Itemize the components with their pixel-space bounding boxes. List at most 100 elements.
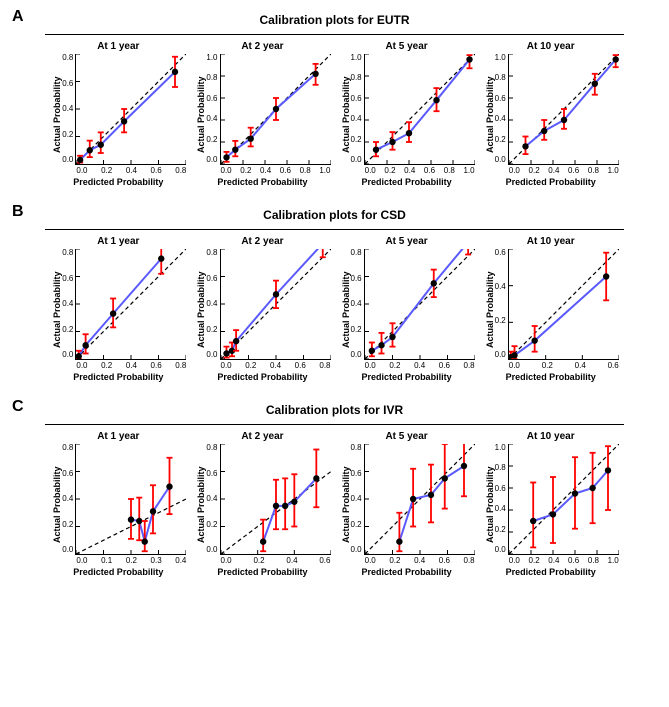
subplot-title: At 2 year: [241, 41, 283, 52]
data-point: [223, 154, 229, 160]
x-ticks: 0.00.20.40.60.8: [76, 360, 186, 370]
calibration-subplot: At 1 yearActual Probability0.80.60.40.20…: [50, 236, 186, 382]
x-axis-label: Predicted Probability: [362, 177, 452, 187]
x-axis-label: Predicted Probability: [362, 372, 452, 382]
data-point: [460, 463, 466, 469]
plot-svg: [364, 54, 475, 165]
panel-A: ACalibration plots for EUTRAt 1 yearActu…: [10, 10, 659, 187]
reference-line: [76, 54, 186, 164]
y-ticks: 1.00.80.60.40.20.0: [351, 54, 364, 164]
panel-C: CCalibration plots for IVRAt 1 yearActua…: [10, 400, 659, 577]
data-point: [522, 143, 528, 149]
data-point: [541, 128, 547, 134]
data-point: [511, 352, 517, 358]
y-axis-label: Actual Probability: [339, 444, 351, 565]
data-point: [572, 490, 578, 496]
subplot-title: At 10 year: [527, 41, 575, 52]
data-point: [603, 273, 609, 279]
data-point: [396, 538, 402, 544]
subplot-title: At 1 year: [97, 236, 139, 247]
calibration-subplot: At 10 yearActual Probability1.00.80.60.4…: [483, 41, 619, 187]
plot-svg: [75, 54, 186, 165]
data-point: [76, 353, 82, 359]
subplot-row: At 1 yearActual Probability0.80.60.40.20…: [10, 236, 659, 382]
plot-svg: [508, 54, 619, 165]
data-point: [530, 518, 536, 524]
y-axis-label: Actual Probability: [483, 54, 495, 175]
y-ticks: 0.80.60.40.20.0: [351, 444, 364, 554]
y-axis-label: Actual Probability: [339, 54, 351, 175]
x-ticks: 0.00.20.40.6: [221, 555, 331, 565]
plot-svg: [508, 444, 619, 555]
calibration-line: [511, 277, 606, 358]
calibration-subplot: At 2 yearActual Probability0.80.60.40.20…: [194, 236, 330, 382]
x-ticks: 0.00.20.40.60.8: [365, 360, 475, 370]
calibration-line: [79, 259, 162, 357]
data-point: [441, 475, 447, 481]
reference-line: [365, 444, 475, 554]
calibration-subplot: At 2 yearActual Probability1.00.80.60.40…: [194, 41, 330, 187]
data-point: [232, 338, 238, 344]
y-ticks: 0.80.60.40.20.0: [351, 249, 364, 359]
plot-svg: [364, 249, 475, 360]
data-point: [223, 350, 229, 356]
data-point: [272, 503, 278, 509]
x-axis-label: Predicted Probability: [506, 567, 596, 577]
calibration-subplot: At 5 yearActual Probability0.80.60.40.20…: [339, 236, 475, 382]
x-axis-label: Predicted Probability: [73, 177, 163, 187]
plot-svg: [75, 444, 186, 555]
y-ticks: 0.60.40.20.0: [495, 249, 508, 359]
calibration-line: [372, 249, 468, 351]
calibration-line: [81, 72, 176, 160]
x-ticks: 0.00.20.40.60.8: [76, 165, 186, 175]
x-axis-label: Predicted Probability: [217, 177, 307, 187]
calibration-line: [226, 74, 315, 158]
y-ticks: 0.80.60.40.20.0: [206, 249, 219, 359]
x-ticks: 0.00.20.40.60.81.0: [365, 165, 475, 175]
x-ticks: 0.00.20.40.60.81.0: [509, 165, 619, 175]
calibration-subplot: At 5 year Actual Probability0.80.60.40.20…: [339, 431, 475, 577]
calibration-subplot: At 1 yearActual Probability0.80.60.40.20…: [50, 41, 186, 187]
subplot-title: At 5 year: [385, 431, 427, 442]
data-point: [291, 499, 297, 505]
data-point: [405, 130, 411, 136]
calibration-line: [533, 470, 608, 521]
y-axis-label: Actual Probability: [483, 444, 495, 565]
subplot-title: At 5 year: [385, 236, 427, 247]
data-point: [281, 503, 287, 509]
y-ticks: 1.00.80.60.40.20.0: [495, 444, 508, 554]
subplot-title: At 10 year: [527, 431, 575, 442]
data-point: [142, 538, 148, 544]
calibration-subplot: At 2 yearActual Probability0.80.60.40.20…: [194, 431, 330, 577]
x-axis-label: Predicted Probability: [217, 567, 307, 577]
data-point: [313, 475, 319, 481]
panel-title: Calibration plots for CSD: [263, 208, 406, 222]
data-point: [612, 56, 618, 62]
y-ticks: 0.80.60.40.20.0: [206, 444, 219, 554]
y-axis-label: Actual Probability: [50, 249, 62, 370]
data-point: [167, 483, 173, 489]
data-point: [136, 518, 142, 524]
data-point: [312, 71, 318, 77]
subplot-title: At 1 year: [97, 431, 139, 442]
subplot-title: At 1 year: [97, 41, 139, 52]
y-axis-label: Actual Probability: [50, 444, 62, 565]
data-point: [378, 342, 384, 348]
data-point: [247, 136, 253, 142]
reference-line: [76, 249, 186, 359]
data-point: [98, 142, 104, 148]
data-point: [158, 255, 164, 261]
data-point: [589, 485, 595, 491]
divider: [45, 424, 624, 425]
y-axis-label: Actual Probability: [194, 249, 206, 370]
calibration-subplot: At 10 yearActual Probability0.60.40.20.0…: [483, 236, 619, 382]
data-point: [172, 69, 178, 75]
data-point: [427, 492, 433, 498]
plot-svg: [220, 249, 331, 360]
x-ticks: 0.00.20.40.60.81.0: [221, 165, 331, 175]
subplot-title: At 5 year: [385, 41, 427, 52]
x-ticks: 0.00.10.20.30.4: [76, 555, 186, 565]
x-ticks: 0.00.20.40.60.8: [365, 555, 475, 565]
data-point: [150, 508, 156, 514]
x-ticks: 0.00.20.40.60.8: [221, 360, 331, 370]
